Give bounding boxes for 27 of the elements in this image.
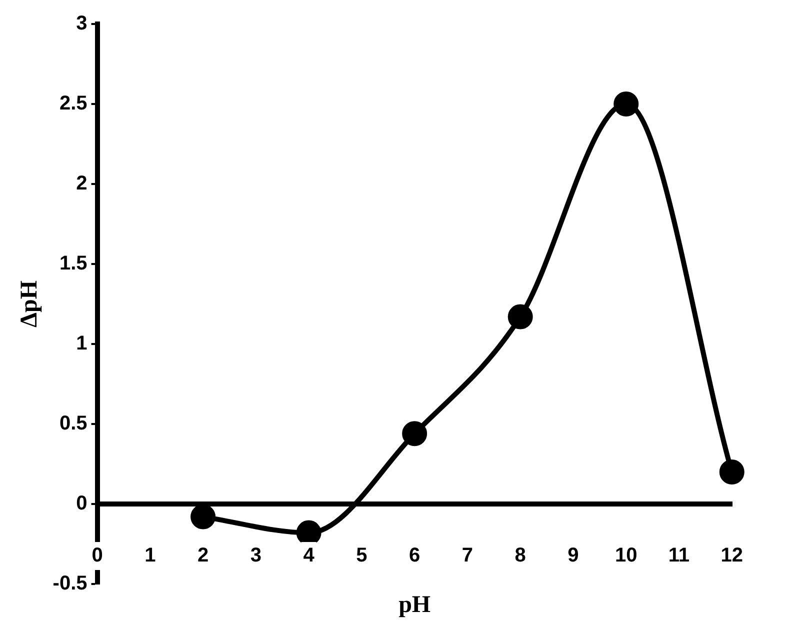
x-axis-title: pH (398, 592, 431, 618)
x-tick-label: 10 (614, 544, 638, 567)
point (402, 421, 428, 446)
y-tick-label: 1.5 (59, 252, 88, 275)
x-tick-label: 5 (356, 544, 368, 567)
y-tick-label: 2 (76, 172, 88, 195)
x-tick-label: 2 (197, 544, 209, 567)
point (719, 460, 744, 484)
x-tick-label: 9 (568, 544, 579, 567)
y-tick-label: -0.5 (52, 572, 88, 595)
x-tick-label: 3 (250, 544, 262, 567)
point (614, 92, 639, 116)
x-tick-label: 4 (303, 544, 316, 567)
x-tick-label: 6 (409, 544, 420, 567)
x-tick-label: 0 (92, 544, 103, 567)
point (508, 304, 533, 330)
y-tick-label: 2.5 (59, 92, 88, 115)
y-axis-title: ΔpH (16, 280, 43, 328)
y-tick-label: 3 (76, 12, 88, 35)
x-tick-label: 11 (668, 544, 690, 567)
x-tick-label: 8 (514, 544, 526, 567)
x-tick-label: 1 (144, 544, 156, 567)
y-tick-label: 1 (76, 332, 88, 355)
y-tick-label: 0.5 (59, 412, 88, 435)
x-tick-label: 7 (462, 544, 474, 567)
x-tick-label: 12 (720, 544, 743, 567)
y-tick-label: 0 (76, 492, 88, 515)
